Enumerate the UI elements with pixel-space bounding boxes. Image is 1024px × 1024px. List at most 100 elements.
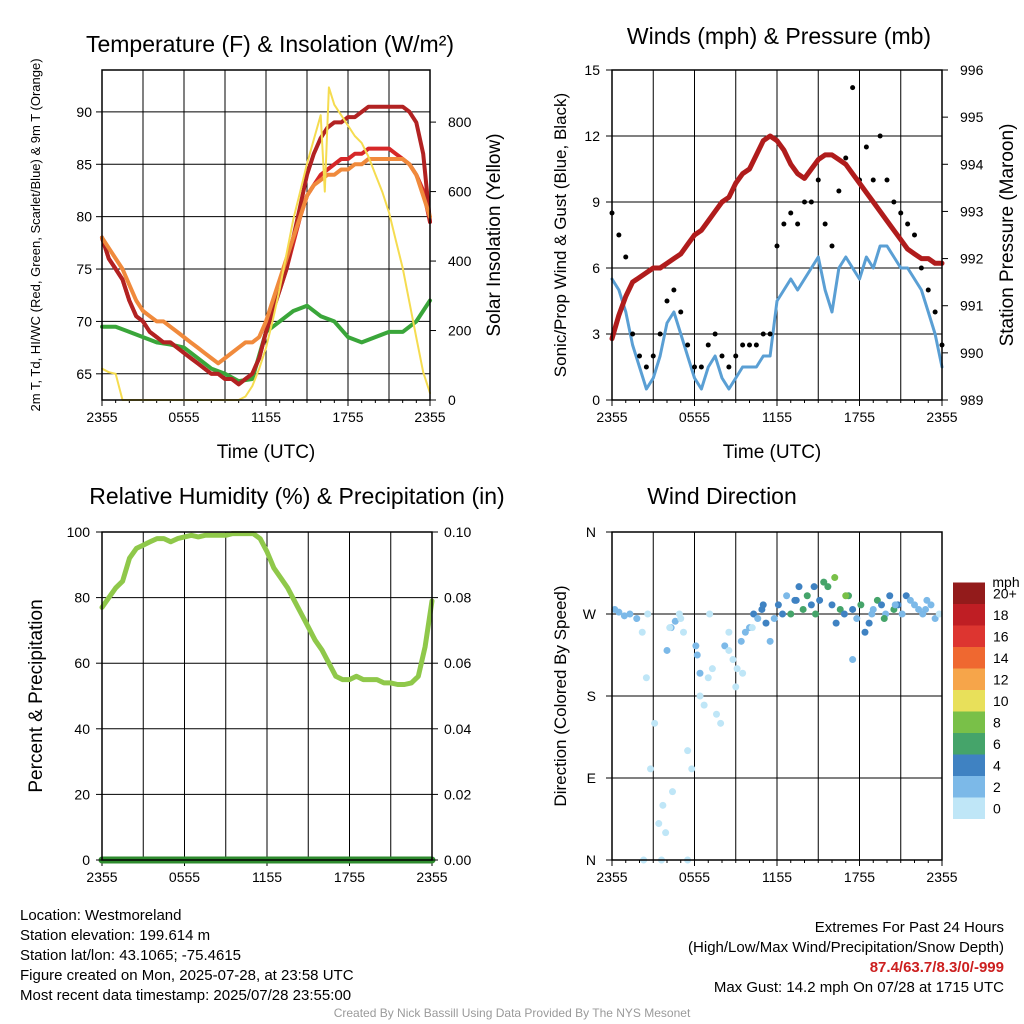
x-tick-label: 2355 xyxy=(416,869,447,885)
y-right-tick-label: 800 xyxy=(448,114,472,130)
gust-point xyxy=(650,353,656,359)
y-tick-label: 0 xyxy=(592,392,600,408)
x-tick-label: 0555 xyxy=(679,869,710,885)
x-tick-label: 1155 xyxy=(762,409,792,425)
direction-point xyxy=(923,596,931,604)
x-axis-label: Time (UTC) xyxy=(723,442,822,463)
colorbar-tick-label: 0 xyxy=(993,800,1001,816)
y-right-tick-label: 0.00 xyxy=(444,852,471,868)
gust-point xyxy=(905,221,911,227)
y-right-tick-label: 992 xyxy=(960,251,984,267)
colorbar-swatch xyxy=(953,776,985,798)
direction-point xyxy=(669,788,676,796)
gust-point xyxy=(870,177,876,183)
x-tick-label: 2355 xyxy=(86,869,117,885)
colorbar-swatch xyxy=(953,797,985,819)
gust-point xyxy=(815,177,821,183)
colorbar: mph 0 2 4 6 8 10 12 14 16 18 20+ xyxy=(953,574,1020,819)
y-right-tick-label: 0.06 xyxy=(444,655,471,671)
x-tick-label: 1755 xyxy=(844,409,875,425)
gust-point xyxy=(726,364,732,370)
gust-point xyxy=(747,342,752,348)
y-tick-label: S xyxy=(587,688,596,704)
direction-point xyxy=(696,669,704,677)
series-9m-t xyxy=(100,157,432,366)
direction-point xyxy=(659,801,667,809)
gust-point xyxy=(843,155,849,161)
y-right-tick-label: 0 xyxy=(448,392,456,408)
gust-point xyxy=(637,353,642,359)
y-tick-label: 85 xyxy=(76,156,92,172)
x-tick-label: 1155 xyxy=(252,869,282,885)
colorbar-swatch xyxy=(953,582,985,604)
direction-point xyxy=(840,610,848,618)
direction-point xyxy=(706,610,714,618)
colorbar-tick-label: 8 xyxy=(993,714,1001,730)
gust-point xyxy=(692,364,697,370)
y-tick-label: 65 xyxy=(76,366,92,382)
gust-point xyxy=(898,210,904,216)
plot-border xyxy=(101,69,431,401)
colorbar-swatch xyxy=(953,733,985,755)
direction-point xyxy=(783,592,791,600)
gust-point xyxy=(918,265,924,271)
y-right-tick-label: 991 xyxy=(960,298,984,314)
x-tick-label: 0555 xyxy=(168,409,199,425)
gust-point xyxy=(767,331,773,337)
y-tick-label: 6 xyxy=(592,260,600,276)
series-hi-wc xyxy=(100,104,432,387)
chart-title: Temperature (F) & Insolation (W/m²) xyxy=(86,31,454,57)
direction-point xyxy=(700,701,708,709)
x-tick-label: 2355 xyxy=(926,869,957,885)
extremes-heading: Extremes For Past 24 Hours xyxy=(814,919,1004,936)
direction-point xyxy=(655,820,663,828)
x-tick-label: 2355 xyxy=(414,409,445,425)
y-right-axis-label: Station Pressure (Maroon) xyxy=(997,124,1018,347)
y-tick-label: 9 xyxy=(592,194,600,210)
colorbar-tick-label: 16 xyxy=(993,628,1009,644)
direction-point xyxy=(651,719,659,727)
direction-point xyxy=(644,610,652,618)
gust-point xyxy=(712,331,718,337)
colorbar-tick-label: 6 xyxy=(993,736,1001,752)
direction-point xyxy=(684,747,692,755)
direction-point xyxy=(906,596,914,604)
direction-point xyxy=(748,624,756,632)
direction-point xyxy=(626,610,634,618)
x-tick-label: 1755 xyxy=(844,869,875,885)
y-right-tick-label: 600 xyxy=(448,184,472,200)
direction-point xyxy=(922,605,929,613)
y-axis-label: 2m T, Td, HI/WC (Red, Green, Scarlet/Blu… xyxy=(28,58,43,411)
x-tick-label: 1155 xyxy=(762,869,792,885)
direction-point xyxy=(704,674,712,682)
gust-point xyxy=(884,177,890,183)
direction-point xyxy=(836,605,844,613)
gust-point xyxy=(877,133,883,139)
y-tick-label: 75 xyxy=(76,261,92,277)
y-tick-label: 15 xyxy=(584,62,600,78)
x-axis-label: Time (UTC) xyxy=(217,442,316,463)
credit-text: Created By Nick Bassill Using Data Provi… xyxy=(333,1006,691,1020)
y-tick-label: 60 xyxy=(74,655,90,671)
direction-point xyxy=(693,651,701,659)
colorbar-tick-label: 12 xyxy=(993,671,1009,687)
y-tick-label: 20 xyxy=(74,786,90,802)
chart-title: Wind Direction xyxy=(647,483,797,509)
direction-point xyxy=(671,617,679,625)
direction-point xyxy=(677,615,685,623)
y-tick-label: N xyxy=(586,524,596,540)
max-gust-text: Max Gust: 14.2 mph On 07/28 at 1715 UTC xyxy=(713,979,1004,996)
direction-point xyxy=(770,615,778,623)
y-axis-label: Percent & Precipitation xyxy=(26,599,47,792)
y-right-tick-label: 995 xyxy=(960,109,984,125)
y-tick-label: 80 xyxy=(76,209,92,225)
colorbar-tick-label: 10 xyxy=(993,693,1009,709)
y-tick-label: 40 xyxy=(74,721,90,737)
gust-point xyxy=(623,254,629,260)
direction-point xyxy=(713,710,720,718)
direction-point xyxy=(696,692,704,700)
gust-point xyxy=(788,210,794,216)
gust-point xyxy=(657,331,663,337)
direction-point xyxy=(831,574,839,582)
